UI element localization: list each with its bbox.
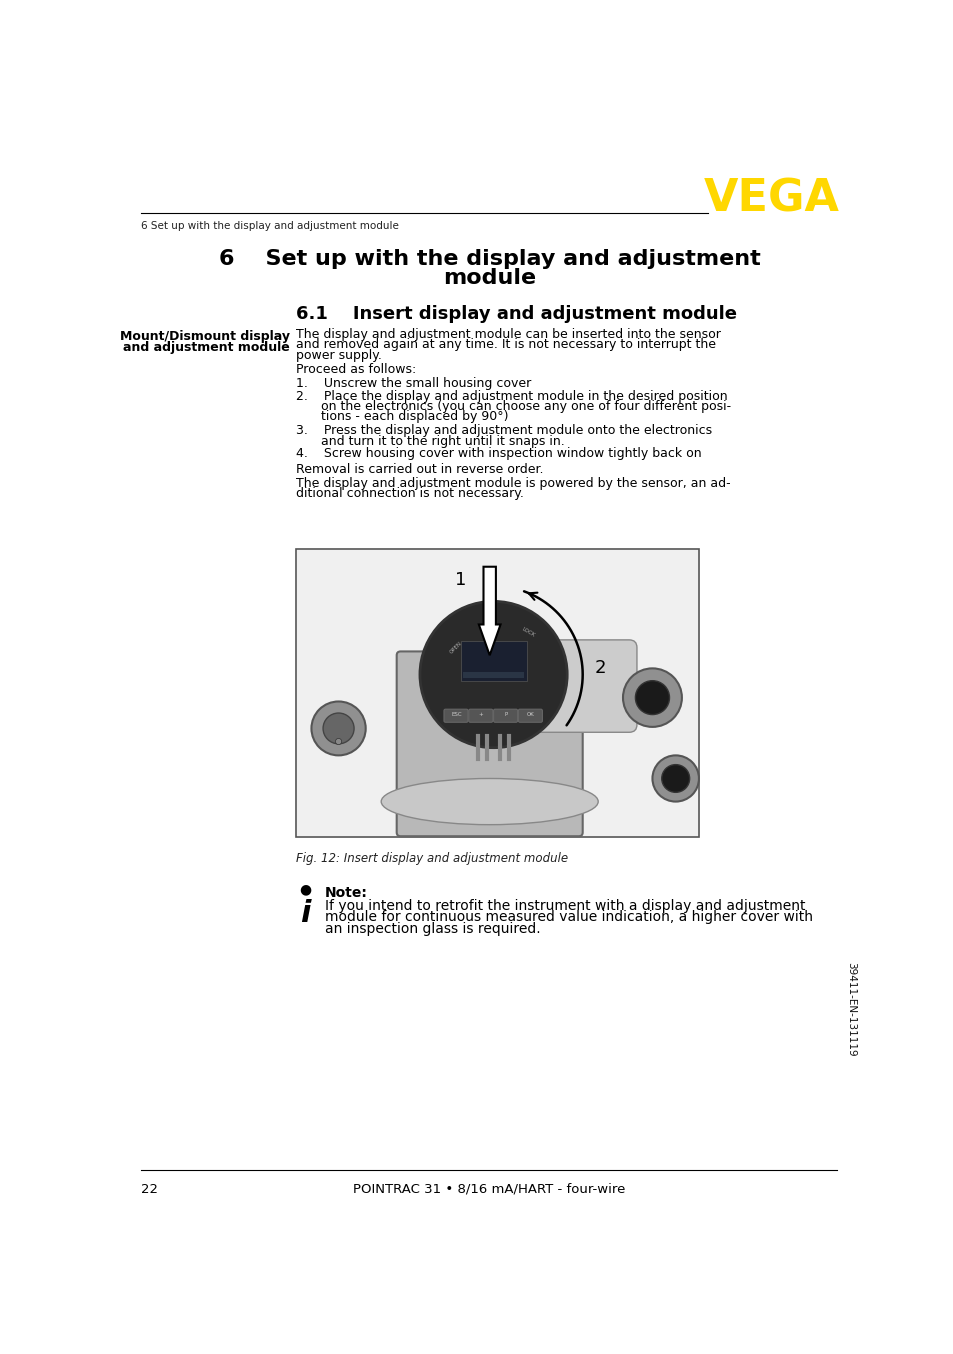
- Text: 1.    Unscrew the small housing cover: 1. Unscrew the small housing cover: [295, 376, 531, 390]
- Bar: [462, 672, 523, 678]
- Text: 6 Set up with the display and adjustment module: 6 Set up with the display and adjustment…: [141, 221, 398, 232]
- FancyBboxPatch shape: [493, 709, 517, 722]
- Polygon shape: [478, 567, 500, 655]
- Text: LOCK: LOCK: [520, 627, 535, 638]
- Circle shape: [311, 701, 365, 756]
- Text: 3.    Press the display and adjustment module onto the electronics: 3. Press the display and adjustment modu…: [295, 424, 711, 437]
- FancyBboxPatch shape: [396, 651, 582, 837]
- Text: and adjustment module: and adjustment module: [123, 341, 290, 355]
- Text: an inspection glass is required.: an inspection glass is required.: [324, 922, 539, 936]
- Text: 39411-EN-131119: 39411-EN-131119: [845, 963, 855, 1056]
- Text: tions - each displaced by 90°): tions - each displaced by 90°): [320, 410, 508, 424]
- Text: Proceed as follows:: Proceed as follows:: [295, 363, 416, 375]
- Bar: [460, 640, 526, 681]
- Circle shape: [661, 765, 689, 792]
- Text: If you intend to retrofit the instrument with a display and adjustment: If you intend to retrofit the instrument…: [324, 899, 804, 913]
- Circle shape: [419, 601, 567, 747]
- Text: and removed again at any time. It is not necessary to interrupt the: and removed again at any time. It is not…: [295, 338, 715, 352]
- Text: 2: 2: [594, 659, 605, 677]
- Text: Fig. 12: Insert display and adjustment module: Fig. 12: Insert display and adjustment m…: [295, 853, 567, 865]
- Text: +: +: [478, 712, 483, 718]
- Text: OK: OK: [526, 712, 534, 718]
- Text: ditional connection is not necessary.: ditional connection is not necessary.: [295, 487, 523, 500]
- Text: OPEN: OPEN: [448, 640, 462, 654]
- Text: P: P: [504, 712, 507, 718]
- FancyBboxPatch shape: [443, 709, 468, 722]
- Text: i: i: [299, 899, 310, 927]
- FancyBboxPatch shape: [528, 640, 637, 733]
- Circle shape: [335, 738, 341, 745]
- FancyBboxPatch shape: [468, 709, 493, 722]
- Bar: [296, 550, 698, 837]
- Text: module for continuous measured value indication, a higher cover with: module for continuous measured value ind…: [324, 910, 812, 925]
- Text: ESC: ESC: [451, 712, 461, 718]
- Text: and turn it to the right until it snaps in.: and turn it to the right until it snaps …: [320, 435, 564, 448]
- Text: module: module: [443, 268, 536, 288]
- Circle shape: [635, 681, 669, 715]
- Text: on the electronics (you can choose any one of four different posi-: on the electronics (you can choose any o…: [320, 399, 730, 413]
- Text: 2.    Place the display and adjustment module in the desired position: 2. Place the display and adjustment modu…: [295, 390, 727, 402]
- FancyBboxPatch shape: [517, 709, 542, 722]
- Text: 6    Set up with the display and adjustment: 6 Set up with the display and adjustment: [218, 249, 760, 268]
- Text: Mount/Dismount display: Mount/Dismount display: [120, 330, 290, 344]
- Text: Removal is carried out in reverse order.: Removal is carried out in reverse order.: [295, 463, 543, 475]
- Text: The display and adjustment module is powered by the sensor, an ad-: The display and adjustment module is pow…: [295, 477, 730, 490]
- Ellipse shape: [381, 779, 598, 825]
- Text: 22: 22: [141, 1183, 158, 1196]
- Text: POINTRAC 31 • 8/16 mA/HART - four-wire: POINTRAC 31 • 8/16 mA/HART - four-wire: [353, 1183, 624, 1196]
- Text: 1: 1: [454, 570, 465, 589]
- Text: power supply.: power supply.: [295, 349, 381, 362]
- Text: ●: ●: [299, 883, 311, 896]
- Text: Note:: Note:: [324, 887, 367, 900]
- Text: The display and adjustment module can be inserted into the sensor: The display and adjustment module can be…: [295, 328, 720, 341]
- Text: VEGA: VEGA: [703, 177, 840, 221]
- Circle shape: [652, 756, 699, 802]
- Circle shape: [622, 669, 681, 727]
- Circle shape: [323, 714, 354, 743]
- Bar: [295, 548, 699, 837]
- Text: 6.1    Insert display and adjustment module: 6.1 Insert display and adjustment module: [295, 305, 736, 324]
- Text: 4.    Screw housing cover with inspection window tightly back on: 4. Screw housing cover with inspection w…: [295, 447, 700, 460]
